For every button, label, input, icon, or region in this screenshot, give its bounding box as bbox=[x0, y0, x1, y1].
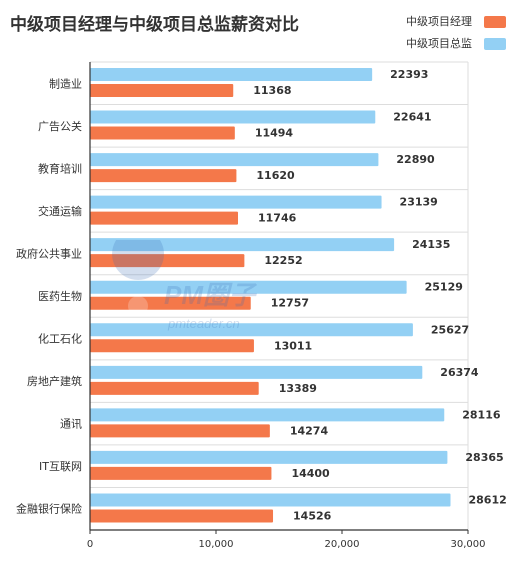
legend-label-director: 中级项目总监 bbox=[406, 37, 472, 50]
data-label-director: 24135 bbox=[412, 238, 450, 251]
category-label: 通讯 bbox=[60, 418, 82, 431]
data-label-manager: 14274 bbox=[290, 424, 329, 437]
bar-manager[interactable] bbox=[90, 84, 234, 97]
bar-manager[interactable] bbox=[90, 424, 270, 438]
data-label-manager: 12757 bbox=[271, 297, 309, 310]
legend-swatch-director bbox=[484, 38, 506, 50]
data-label-director: 25627 bbox=[431, 323, 469, 336]
bar-manager[interactable] bbox=[90, 126, 235, 140]
data-label-director: 22890 bbox=[396, 153, 435, 166]
bar-manager[interactable] bbox=[90, 296, 251, 310]
bar-director[interactable] bbox=[90, 110, 376, 124]
data-label-manager: 14400 bbox=[291, 467, 330, 480]
data-label-manager: 11368 bbox=[253, 84, 291, 97]
data-label-director: 28612 bbox=[469, 493, 507, 506]
x-tick-label: 0 bbox=[87, 539, 93, 550]
bar-manager[interactable] bbox=[90, 339, 254, 353]
category-label: 化工石化 bbox=[38, 332, 82, 346]
data-label-manager: 13389 bbox=[279, 382, 317, 395]
bar-director[interactable] bbox=[90, 195, 382, 209]
data-label-director: 23139 bbox=[400, 196, 438, 209]
data-label-manager: 11620 bbox=[256, 169, 295, 182]
category-label: 医药生物 bbox=[38, 289, 82, 303]
bar-director[interactable] bbox=[90, 153, 379, 167]
chart-title: 中级项目经理与中级项目总监薪资对比 bbox=[10, 15, 299, 35]
legend-swatch-manager bbox=[484, 16, 506, 28]
x-tick-label: 10,000 bbox=[199, 539, 234, 550]
category-label: 交通运输 bbox=[38, 204, 82, 218]
bar-director[interactable] bbox=[90, 323, 413, 337]
legend-label-manager: 中级项目经理 bbox=[406, 15, 472, 28]
data-label-director: 22641 bbox=[393, 111, 431, 124]
category-label: IT互联网 bbox=[39, 460, 82, 473]
bar-director[interactable] bbox=[90, 238, 395, 252]
bar-director[interactable] bbox=[90, 408, 445, 422]
bar-director[interactable] bbox=[90, 493, 451, 507]
bar-director[interactable] bbox=[90, 280, 407, 294]
bar-director[interactable] bbox=[90, 68, 373, 81]
bar-manager[interactable] bbox=[90, 169, 237, 183]
bar-manager[interactable] bbox=[90, 254, 245, 268]
x-tick-label: 30,000 bbox=[451, 539, 486, 550]
bar-manager[interactable] bbox=[90, 381, 259, 395]
category-label: 广告公关 bbox=[38, 119, 82, 133]
category-label: 金融银行保险 bbox=[16, 502, 82, 516]
category-label: 政府公共事业 bbox=[16, 246, 82, 260]
data-label-director: 25129 bbox=[425, 281, 463, 294]
bar-manager[interactable] bbox=[90, 509, 274, 523]
x-tick-label: 20,000 bbox=[325, 539, 360, 550]
category-label: 制造业 bbox=[49, 76, 82, 90]
data-label-manager: 14526 bbox=[293, 509, 332, 522]
data-label-manager: 12252 bbox=[264, 254, 302, 267]
data-label-director: 22393 bbox=[390, 68, 428, 81]
bar-director[interactable] bbox=[90, 450, 448, 464]
data-label-director: 28116 bbox=[462, 408, 501, 421]
data-label-manager: 13011 bbox=[274, 339, 312, 352]
category-label: 教育培训 bbox=[38, 161, 82, 175]
bar-manager[interactable] bbox=[90, 211, 238, 225]
data-label-director: 28365 bbox=[465, 451, 503, 464]
data-label-manager: 11746 bbox=[258, 212, 297, 225]
bar-manager[interactable] bbox=[90, 466, 272, 480]
category-label: 房地产建筑 bbox=[27, 374, 82, 388]
bar-director[interactable] bbox=[90, 365, 423, 379]
data-label-director: 26374 bbox=[440, 366, 479, 379]
data-label-manager: 11494 bbox=[255, 127, 294, 140]
